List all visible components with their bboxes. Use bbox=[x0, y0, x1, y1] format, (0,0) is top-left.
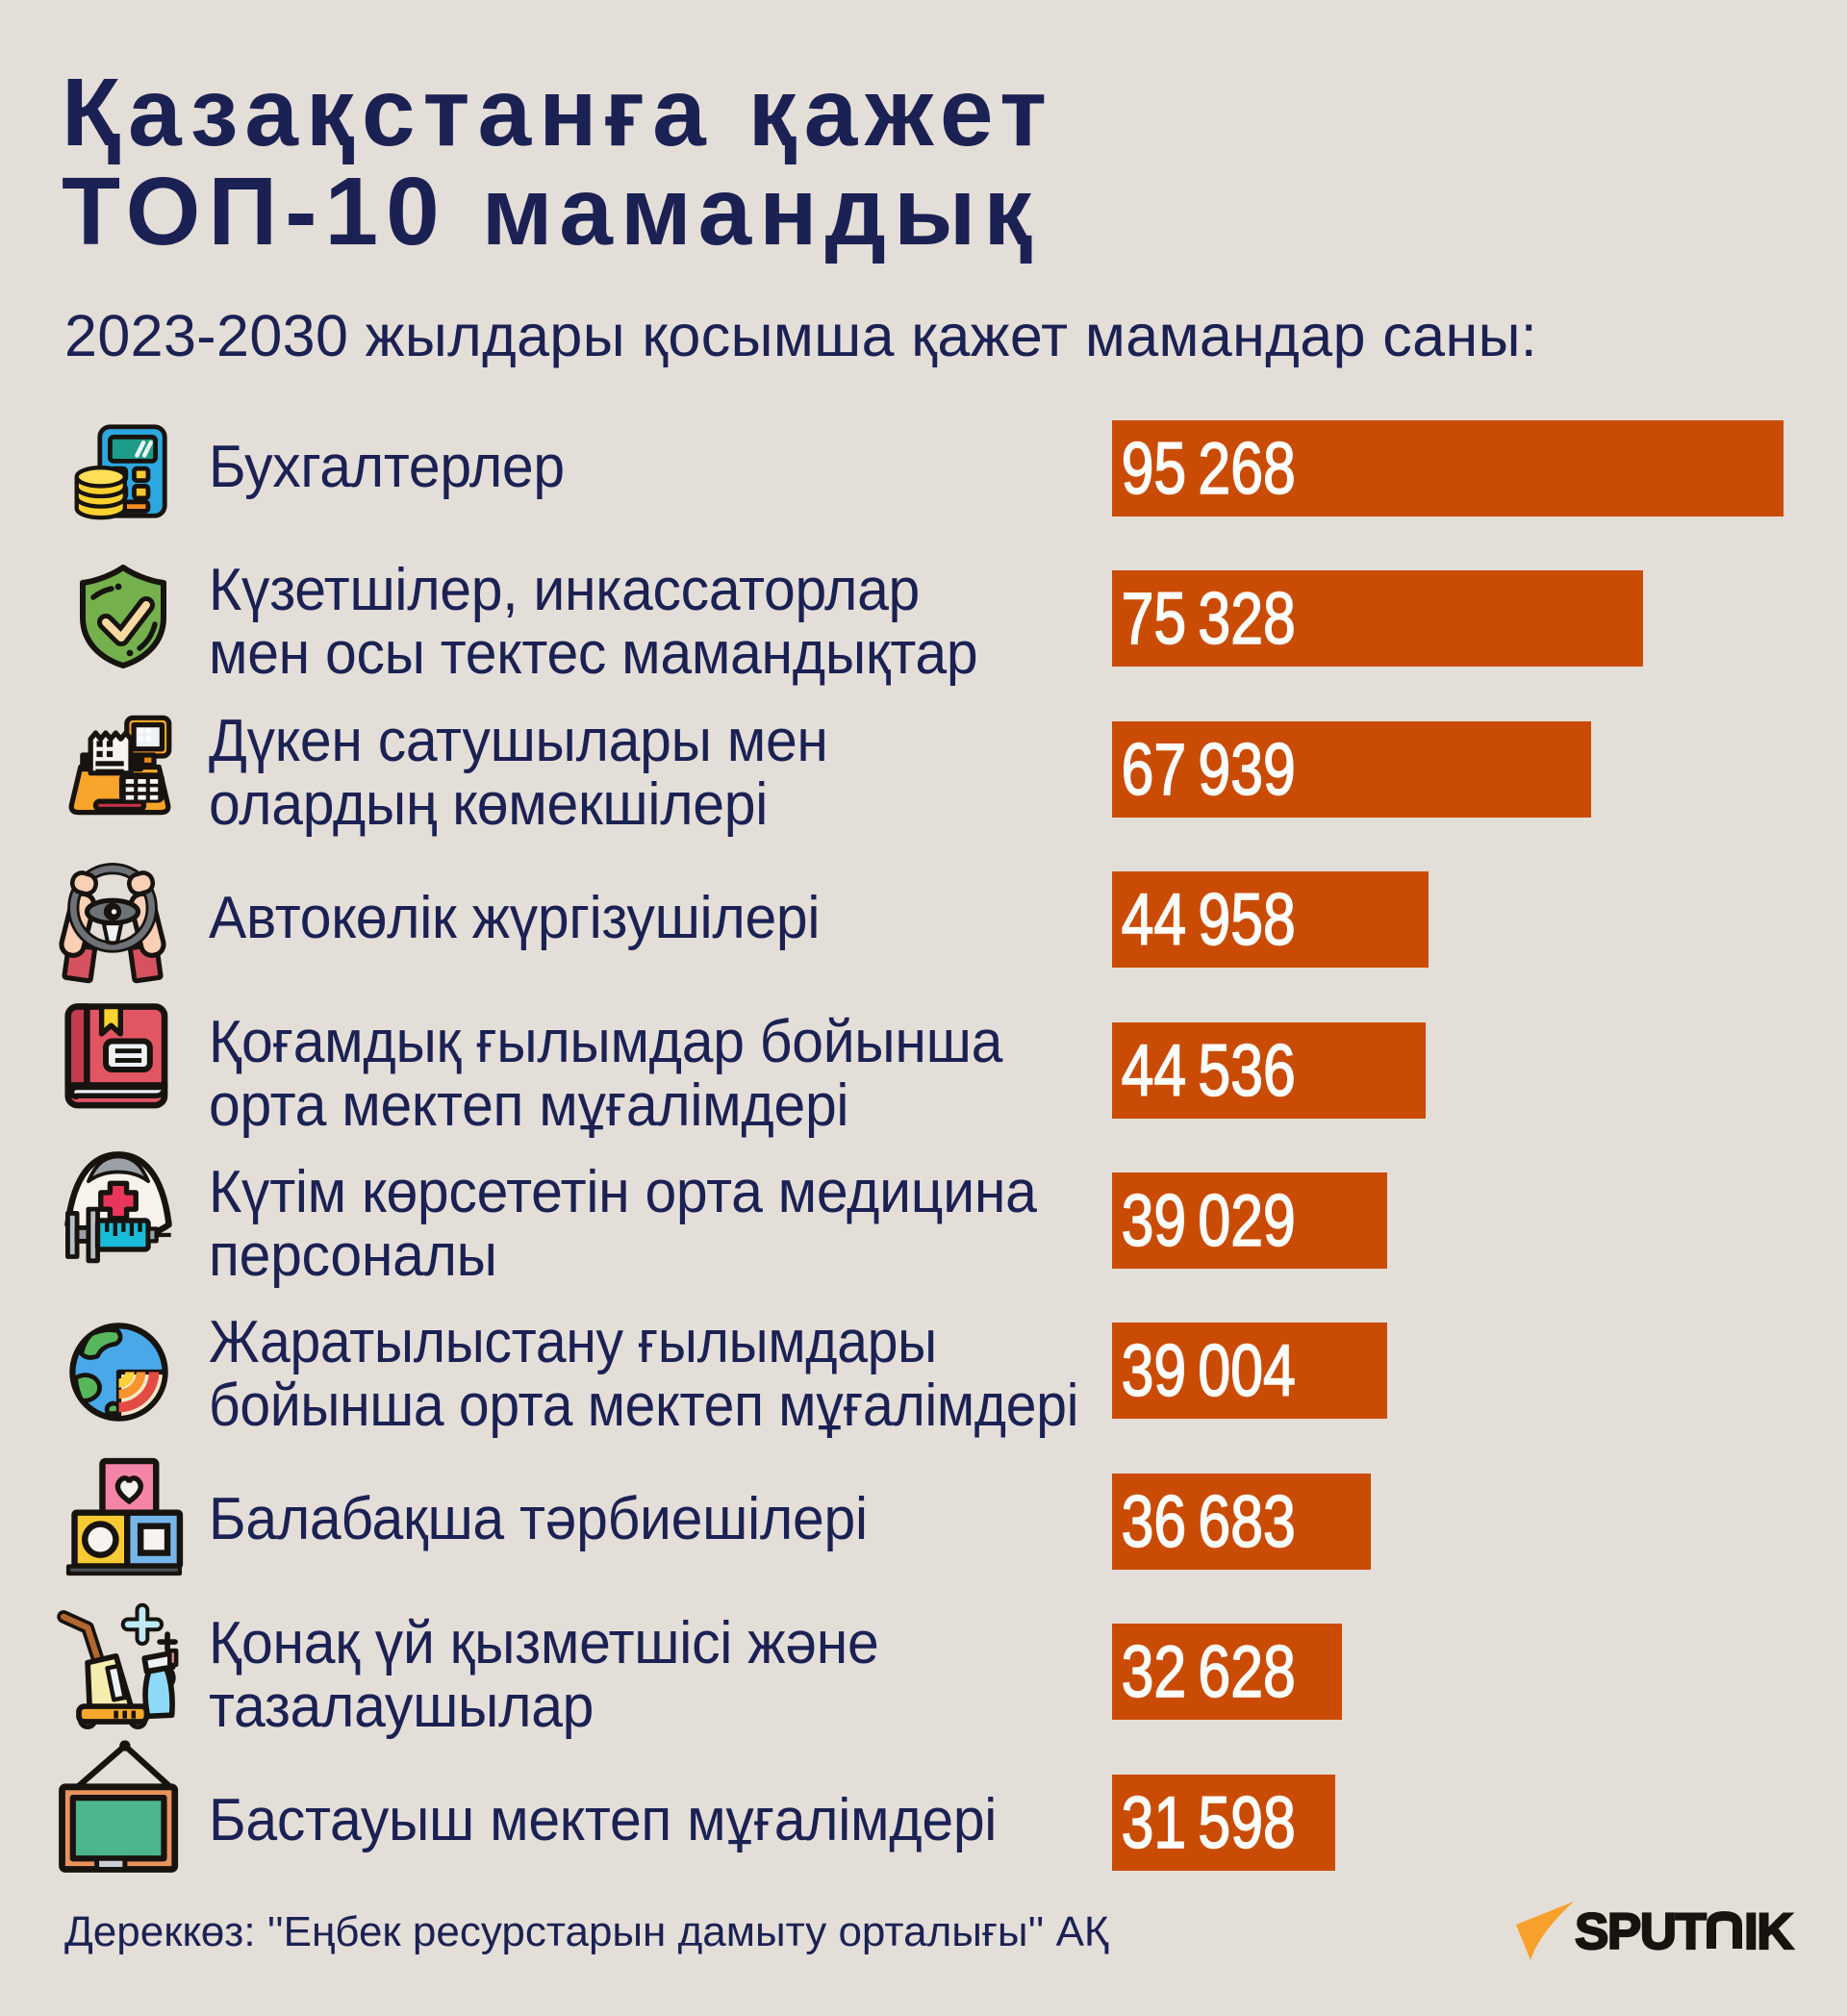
svg-text:IK: IK bbox=[1744, 1903, 1793, 1960]
svg-text:SPUT: SPUT bbox=[1575, 1903, 1706, 1960]
